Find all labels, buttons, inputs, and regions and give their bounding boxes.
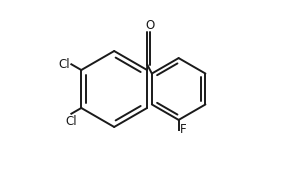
Text: Cl: Cl (65, 115, 77, 128)
Text: Cl: Cl (59, 58, 71, 71)
Text: F: F (180, 123, 187, 136)
Text: O: O (145, 19, 154, 32)
